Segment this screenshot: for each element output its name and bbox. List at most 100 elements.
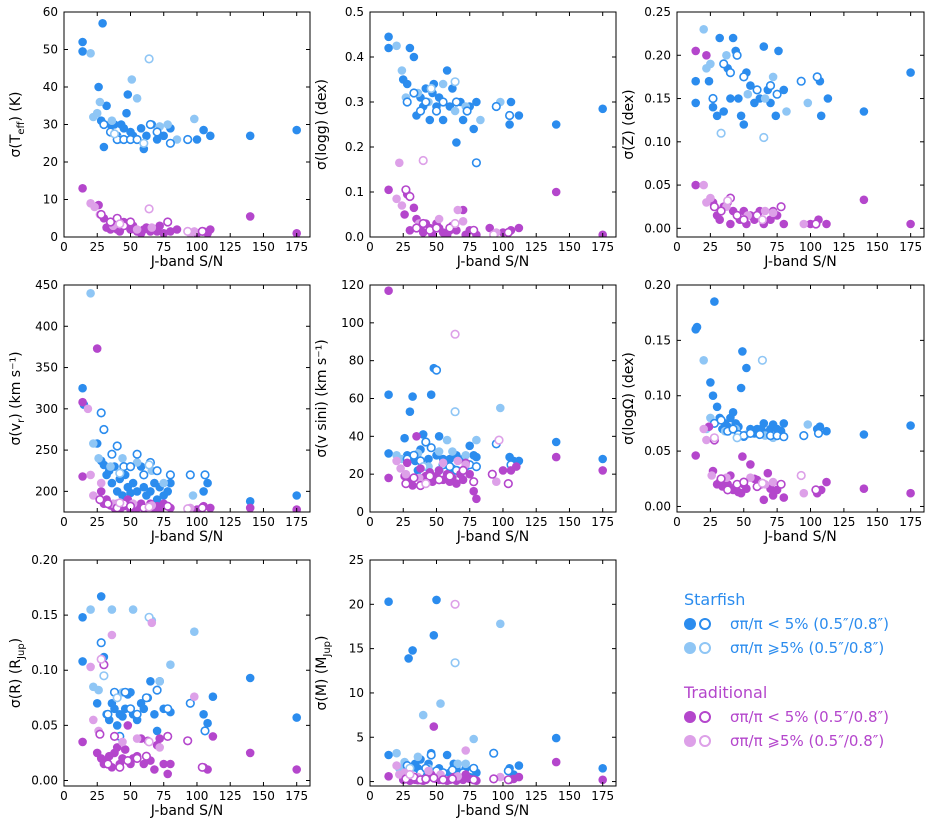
data-point (760, 94, 770, 103)
data-point (598, 764, 607, 773)
data-point (142, 131, 151, 141)
data-point (759, 419, 769, 428)
data-point (765, 80, 776, 91)
data-point (152, 726, 162, 736)
data-point (450, 329, 460, 339)
data-point (139, 138, 149, 148)
plot-frame (63, 284, 311, 513)
filled-dot-icon (684, 735, 696, 747)
x-tick-label: 75 (156, 515, 171, 529)
legend-traditional-title: Traditional (684, 683, 768, 702)
data-point (78, 397, 87, 407)
x-tick-label: 0 (60, 515, 68, 529)
data-point (109, 731, 120, 742)
y-tick-label: 40 (43, 80, 58, 94)
x-tick-label: 25 (396, 789, 411, 803)
x-tick-label: 125 (525, 240, 548, 254)
data-point (155, 734, 164, 743)
x-tick-label: 75 (769, 515, 784, 529)
x-tick-label: 75 (462, 240, 477, 254)
data-point (409, 52, 419, 62)
data-point (402, 97, 412, 107)
data-point (159, 759, 168, 769)
data-point (139, 704, 149, 714)
y-tick-label: 0.00 (644, 221, 671, 235)
y-axis-label: σ(vr) (km s⁻¹) (8, 351, 27, 445)
data-point (434, 475, 444, 485)
plot-frame (369, 11, 617, 238)
x-tick-label: 75 (462, 515, 477, 529)
x-tick-label: 50 (429, 515, 444, 529)
data-point (426, 443, 436, 453)
data-point (732, 210, 742, 220)
data-point (125, 217, 136, 227)
x-tick-label: 100 (492, 789, 515, 803)
data-point (811, 485, 821, 495)
data-point (707, 471, 716, 480)
data-point (766, 215, 775, 224)
data-point (418, 155, 428, 166)
data-point (452, 479, 461, 488)
data-point (708, 102, 718, 112)
data-point (442, 750, 452, 760)
data-point (208, 692, 218, 701)
data-point (384, 772, 393, 781)
data-point (716, 206, 726, 216)
data-point (400, 433, 409, 443)
data-point (485, 223, 495, 233)
data-point (86, 605, 95, 614)
data-point (132, 753, 142, 764)
data-point (152, 466, 162, 476)
x-tick-label: 100 (492, 515, 515, 529)
y-axis-label: σ(v sini) (km s⁻¹) (314, 339, 330, 457)
data-point (712, 402, 722, 412)
data-point (392, 41, 401, 51)
data-point (739, 72, 749, 82)
data-point (163, 487, 172, 496)
data-point (190, 627, 199, 636)
data-point (702, 51, 711, 60)
data-point (702, 435, 711, 445)
data-point (442, 66, 452, 75)
x-tick-label: 175 (591, 515, 614, 529)
data-point (774, 46, 783, 56)
data-point (152, 135, 162, 144)
data-point (185, 470, 195, 480)
data-point (429, 631, 439, 640)
data-point (728, 424, 738, 434)
x-tick-label: 150 (866, 515, 889, 529)
data-point (139, 482, 149, 492)
data-point (415, 106, 426, 116)
data-point (763, 468, 773, 478)
legend-starfish-label-2: σπ/π ⩾5% (0.5″/0.8″) (730, 639, 885, 657)
data-point (107, 605, 117, 614)
data-point (472, 452, 481, 462)
data-point (409, 88, 419, 98)
data-point (132, 449, 142, 459)
data-point (199, 487, 208, 496)
data-point (146, 487, 155, 496)
data-point (99, 671, 109, 681)
x-tick-label: 0 (60, 240, 68, 254)
data-point (144, 502, 154, 512)
x-tick-label: 50 (736, 240, 751, 254)
data-point (746, 460, 755, 469)
data-point (292, 491, 302, 500)
x-tick-label: 50 (429, 240, 444, 254)
data-point (739, 120, 749, 129)
data-point (120, 687, 130, 697)
data-point (472, 435, 481, 445)
data-point (110, 704, 119, 714)
data-point (292, 713, 302, 722)
data-point (859, 107, 869, 116)
data-point (746, 473, 755, 483)
y-axis-label: σ(logΩ) (dex) (621, 352, 637, 445)
data-point (906, 68, 915, 77)
x-tick-label: 25 (396, 515, 411, 529)
data-point (438, 79, 448, 89)
data-point (799, 488, 809, 498)
data-point (779, 219, 789, 229)
data-point (716, 474, 726, 484)
data-point (86, 470, 95, 480)
data-point (421, 479, 431, 489)
